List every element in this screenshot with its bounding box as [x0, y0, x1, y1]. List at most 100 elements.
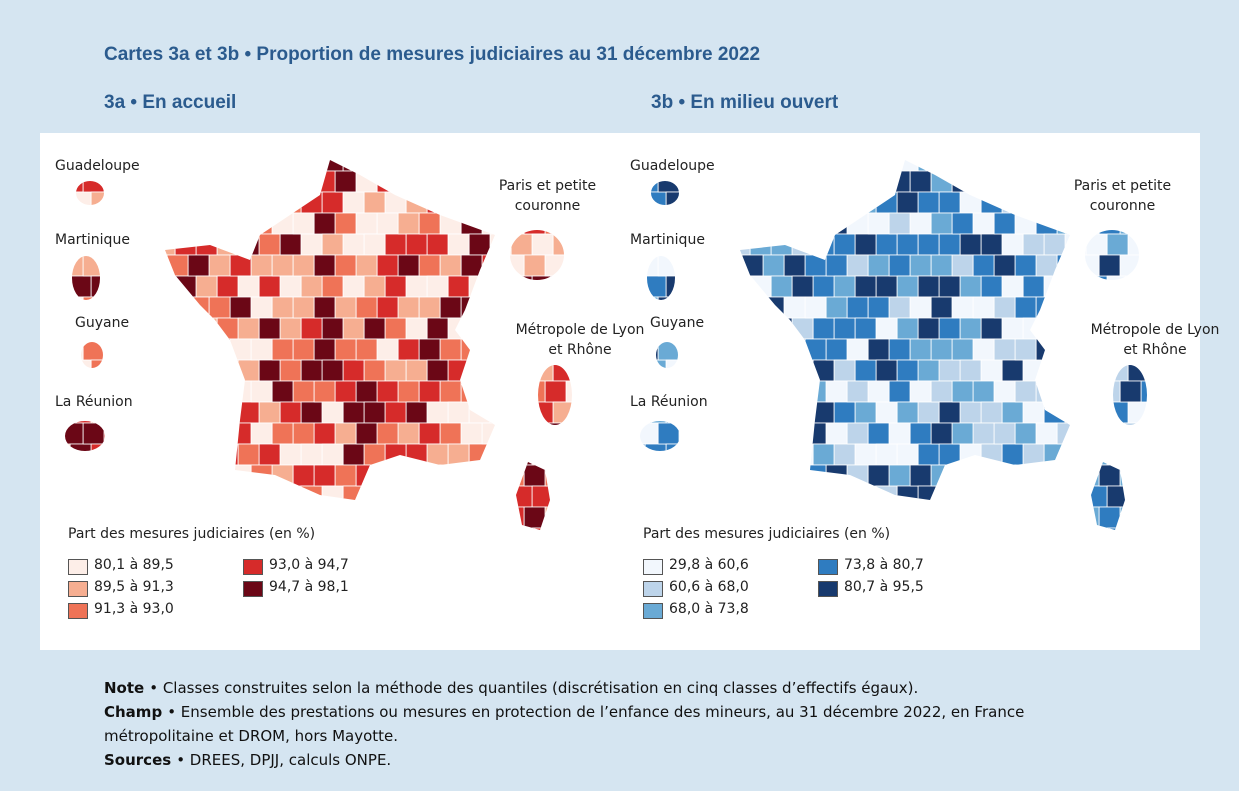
- department: [813, 360, 834, 381]
- department: [482, 255, 503, 276]
- department: [897, 276, 918, 297]
- department: [301, 318, 322, 339]
- department: [1078, 213, 1099, 234]
- department: [259, 444, 280, 465]
- department: [658, 423, 679, 444]
- department: [1044, 486, 1065, 507]
- department: [1044, 234, 1065, 255]
- department: [679, 465, 700, 486]
- department: [889, 381, 910, 402]
- department: [763, 465, 784, 486]
- department: [49, 444, 70, 465]
- department: [1128, 486, 1149, 507]
- department: [364, 360, 385, 381]
- department: [1002, 150, 1023, 171]
- department: [83, 423, 104, 444]
- department: [658, 507, 679, 528]
- department: [763, 339, 784, 360]
- department: [939, 528, 960, 549]
- department: [826, 213, 847, 234]
- department: [763, 171, 784, 192]
- department: [377, 381, 398, 402]
- department: [847, 297, 868, 318]
- department: [490, 486, 511, 507]
- department: [91, 360, 112, 381]
- department: [721, 213, 742, 234]
- department: [658, 255, 679, 276]
- department: [112, 486, 133, 507]
- department: [545, 213, 566, 234]
- department: [700, 423, 721, 444]
- department: [566, 423, 587, 444]
- department: [784, 381, 805, 402]
- department: [868, 339, 889, 360]
- department: [196, 486, 217, 507]
- department: [574, 486, 595, 507]
- department: [356, 255, 377, 276]
- department: [406, 444, 427, 465]
- department: [293, 507, 314, 528]
- department: [217, 402, 238, 423]
- department: [343, 528, 364, 549]
- department: [364, 528, 385, 549]
- department: [511, 402, 532, 423]
- department: [1120, 297, 1141, 318]
- department: [910, 171, 931, 192]
- department: [813, 486, 834, 507]
- department: [1015, 381, 1036, 402]
- department: [167, 381, 188, 402]
- department: [251, 171, 272, 192]
- department: [553, 360, 574, 381]
- department: [784, 171, 805, 192]
- department: [280, 402, 301, 423]
- department: [154, 318, 175, 339]
- department: [469, 150, 490, 171]
- department: [1128, 360, 1149, 381]
- department: [876, 150, 897, 171]
- department: [918, 318, 939, 339]
- department: [855, 150, 876, 171]
- department: [217, 150, 238, 171]
- department: [729, 402, 750, 423]
- department: [482, 423, 503, 444]
- department: [532, 528, 553, 549]
- department: [343, 486, 364, 507]
- department: [503, 255, 524, 276]
- department: [973, 381, 994, 402]
- department: [133, 444, 154, 465]
- department: [1065, 234, 1086, 255]
- department: [209, 213, 230, 234]
- department: [238, 360, 259, 381]
- department: [440, 381, 461, 402]
- department: [813, 402, 834, 423]
- department: [960, 402, 981, 423]
- department: [293, 465, 314, 486]
- department: [1128, 276, 1149, 297]
- department: [826, 465, 847, 486]
- department: [952, 297, 973, 318]
- department: [196, 234, 217, 255]
- department: [364, 276, 385, 297]
- department: [889, 507, 910, 528]
- department: [813, 192, 834, 213]
- note-text: • Classes construites selon la méthode d…: [149, 679, 918, 697]
- department: [511, 360, 532, 381]
- department: [377, 339, 398, 360]
- legend-label: 91,3 à 93,0: [94, 601, 174, 617]
- department: [209, 339, 230, 360]
- department: [524, 381, 545, 402]
- inset-label: Guadeloupe: [630, 156, 715, 176]
- department: [209, 507, 230, 528]
- department: [385, 444, 406, 465]
- department: [301, 360, 322, 381]
- department: [398, 255, 419, 276]
- department: [490, 150, 511, 171]
- department: [70, 360, 91, 381]
- department: [104, 507, 125, 528]
- department: [259, 234, 280, 255]
- department: [377, 507, 398, 528]
- department: [784, 465, 805, 486]
- department: [1149, 234, 1170, 255]
- department: [419, 213, 440, 234]
- legend-swatch: [643, 559, 663, 575]
